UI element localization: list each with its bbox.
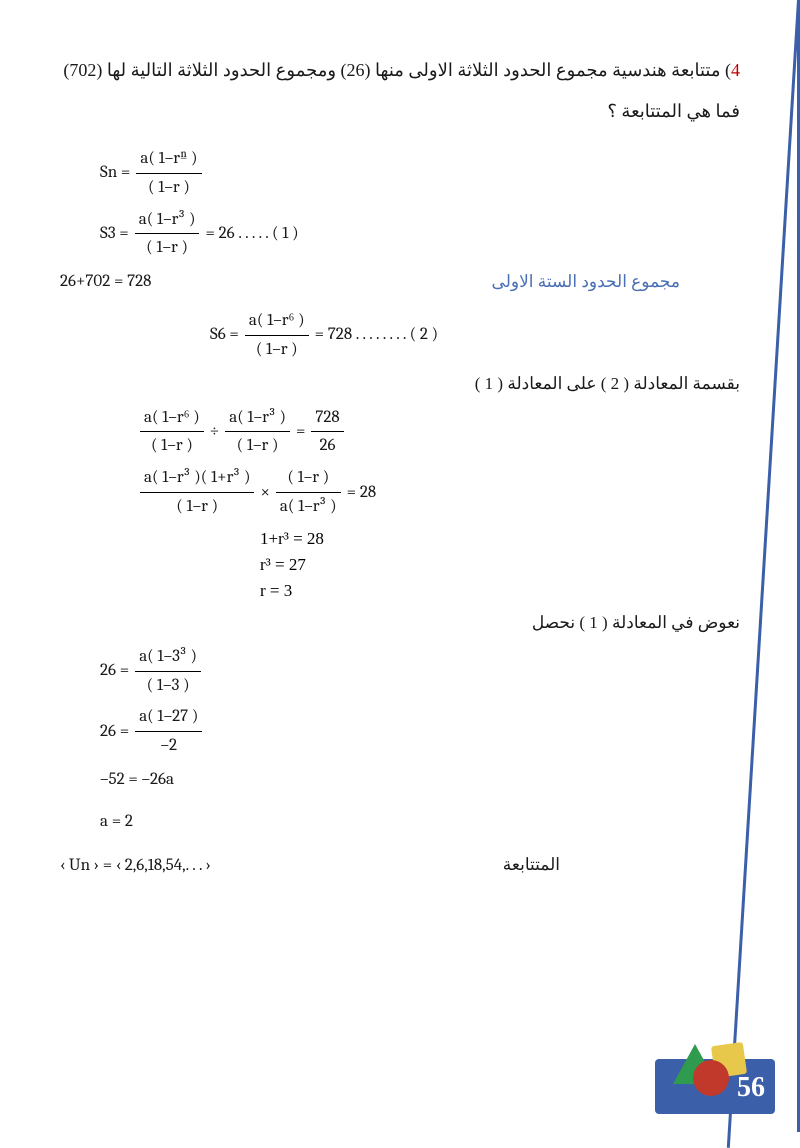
fac-ln: a( 1–r³ )( 1+r³ ): [140, 466, 254, 493]
sn-num: a( 1–rⁿ ): [136, 147, 201, 174]
fac-rn: ( 1–r ): [276, 466, 341, 493]
div-op: ÷: [210, 420, 219, 444]
s6-den: ( 1–r ): [245, 336, 309, 362]
sub2-l: 26 =: [100, 720, 129, 744]
s6-label: S6 =: [210, 323, 239, 347]
subst-text: نعوض في المعادلة ( 1 ) نحصل: [60, 613, 740, 633]
step1: 1+r³ = 28: [260, 529, 740, 549]
div-eq: =: [296, 420, 305, 444]
s6-eq: = 728 . . . . . . . . ( 2 ): [315, 323, 439, 347]
sum6-label: مجموع الحدود الستة الاولى: [492, 272, 680, 292]
division-block: a( 1–r⁶ ) ( 1–r ) ÷ a( 1–r³ ) ( 1–r ) = …: [140, 406, 740, 519]
page-number-badge: 56: [655, 1029, 775, 1114]
sub1-d: ( 1–3 ): [135, 672, 201, 698]
fac-rd: a( 1–r³ ): [276, 493, 341, 519]
formula-sn: Sn = a( 1–rⁿ ) ( 1–r ) S3 = a( 1–r³ ) ( …: [100, 147, 740, 260]
step3: r = 3: [260, 581, 740, 601]
result-seq: ‹ Un › = ‹ 2,6,18,54,. . . ›: [60, 854, 211, 878]
result-label: المتتابعة: [503, 855, 560, 875]
sub-question: فما هي المتتابعة ؟: [60, 101, 740, 122]
s3-num: a( 1–r³ ): [135, 208, 200, 235]
sum6-row: 26+702 = 728 مجموع الحدود الستة الاولى: [60, 270, 740, 294]
sum6-calc: 26+702 = 728: [60, 270, 151, 294]
fac-ld: ( 1–r ): [140, 493, 254, 519]
page-content: 4) متتابعة هندسية مجموع الحدود الثلاثة ا…: [0, 0, 800, 877]
div-rd: ( 1–r ): [225, 432, 290, 458]
circle-icon: [693, 1060, 729, 1096]
div-ld: ( 1–r ): [140, 432, 204, 458]
div-resn: 728: [311, 406, 343, 433]
step2: r³ = 27: [260, 555, 740, 575]
s3-label: S3 =: [100, 222, 129, 246]
sub1-n: a( 1–3³ ): [135, 645, 201, 672]
sn-den: ( 1–r ): [136, 174, 201, 200]
q-text-1: ) متتابعة هندسية مجموع الحدود الثلاثة ال…: [365, 60, 731, 80]
subst-block: 26 = a( 1–3³ ) ( 1–3 ) 26 = a( 1–27 ) –2…: [100, 645, 740, 834]
s6-num: a( 1–r⁶ ): [245, 309, 309, 336]
sub4: a = 2: [100, 810, 133, 834]
s3-eq: = 26 . . . . . ( 1 ): [205, 222, 298, 246]
page-number: 56: [737, 1072, 765, 1104]
q-val2: 702: [69, 60, 96, 80]
s3-den: ( 1–r ): [135, 234, 200, 260]
question-text: 4) متتابعة هندسية مجموع الحدود الثلاثة ا…: [60, 60, 740, 81]
formula-s6: S6 = a( 1–r⁶ ) ( 1–r ) = 728 . . . . . .…: [210, 309, 740, 362]
q-text-2: ) ومجموع الحدود الثلاثة التالية لها (: [96, 60, 346, 80]
question-number: 4: [731, 60, 740, 80]
sub1-l: 26 =: [100, 659, 129, 683]
sub3: –52 = –26a: [100, 768, 174, 792]
sn-label: Sn =: [100, 161, 130, 185]
result-row: ‹ Un › = ‹ 2,6,18,54,. . . › المتتابعة: [60, 854, 740, 878]
div-rn: a( 1–r³ ): [225, 406, 290, 433]
div-ln: a( 1–r⁶ ): [140, 406, 204, 433]
sub2-n: a( 1–27 ): [135, 705, 202, 732]
divide-text: بقسمة المعادلة ( 2 ) على المعادلة ( 1 ): [60, 374, 740, 394]
sub2-d: –2: [135, 732, 202, 758]
q-val1: 26: [347, 60, 365, 80]
fac-op: ×: [260, 481, 269, 505]
fac-eq: = 28: [347, 481, 376, 505]
div-resd: 26: [311, 432, 343, 458]
